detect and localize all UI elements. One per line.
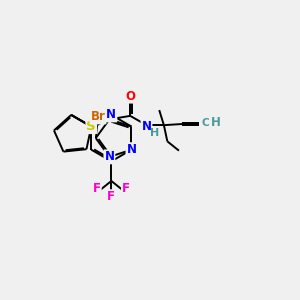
Text: F: F: [107, 190, 116, 203]
Text: O: O: [125, 90, 135, 103]
Text: S: S: [86, 120, 96, 133]
Text: N: N: [104, 150, 114, 164]
Text: Br: Br: [91, 110, 106, 123]
Text: N: N: [126, 143, 136, 156]
Text: H: H: [211, 116, 221, 129]
Text: C: C: [201, 118, 209, 128]
Text: H: H: [150, 128, 159, 139]
Text: F: F: [122, 182, 130, 195]
Text: N: N: [142, 120, 152, 133]
Text: F: F: [93, 182, 101, 195]
Text: N: N: [106, 108, 116, 122]
